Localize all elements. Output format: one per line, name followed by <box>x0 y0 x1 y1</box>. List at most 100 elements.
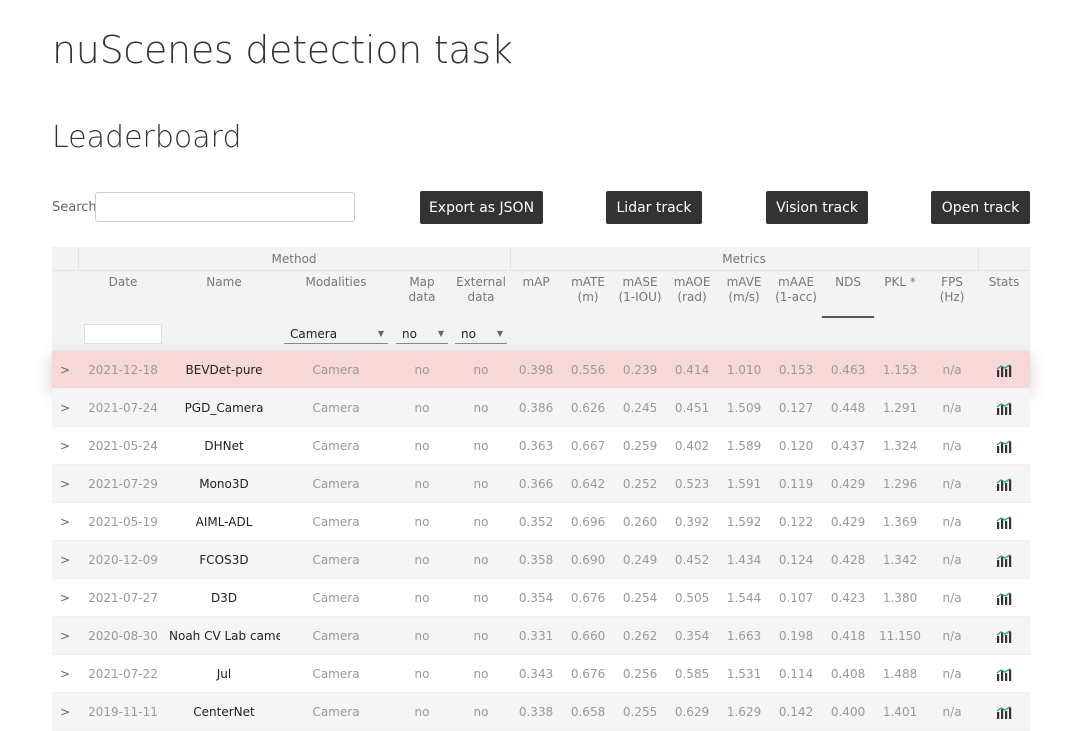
cell-map-data: no <box>392 692 452 731</box>
bar-chart-icon[interactable] <box>996 667 1012 681</box>
table-row[interactable]: >2021-12-18 BEVDet-pure Camera no no 0.398 0.5… <box>52 350 1031 389</box>
bar-chart-icon[interactable] <box>996 439 1012 453</box>
expand-cell[interactable]: > <box>52 692 78 731</box>
cell-map: 0.354 <box>510 578 563 617</box>
col-mave[interactable]: mAVE (m/s) <box>718 270 771 318</box>
col-mase-label-1: mASE <box>622 275 658 289</box>
table-row[interactable]: >2021-07-24 PGD_Camera Camera no no 0.386 0.62… <box>52 388 1031 427</box>
chevron-right-icon[interactable]: > <box>59 476 71 491</box>
chevron-right-icon[interactable]: > <box>59 514 71 529</box>
cell-mate: 0.556 <box>562 350 615 389</box>
filter-map-data-cell: no ▼ <box>392 318 452 351</box>
col-map-data[interactable]: Map data <box>392 270 452 318</box>
col-maoe[interactable]: mAOE (rad) <box>666 270 719 318</box>
chevron-right-icon[interactable]: > <box>59 666 71 681</box>
column-group-row: Method Metrics <box>52 247 1031 271</box>
table-row[interactable]: >2020-08-30 Noah CV Lab came Camera no no 0.3… <box>52 616 1031 655</box>
chevron-right-icon[interactable]: > <box>59 704 71 719</box>
col-maae[interactable]: mAAE (1-acc) <box>770 270 823 318</box>
bar-chart-icon[interactable] <box>996 591 1012 605</box>
expand-cell[interactable]: > <box>52 616 78 655</box>
cell-maae: 0.124 <box>770 540 823 579</box>
modalities-filter-select[interactable]: Camera ▼ <box>284 324 388 344</box>
bar-chart-icon[interactable] <box>996 401 1012 415</box>
col-stats: Stats <box>978 270 1031 318</box>
col-external-data[interactable]: External data <box>452 270 511 318</box>
col-date[interactable]: Date <box>78 270 168 318</box>
cell-mase: 0.239 <box>614 350 667 389</box>
bar-chart-icon[interactable] <box>996 705 1012 719</box>
bar-chart-icon[interactable] <box>996 477 1012 491</box>
bar-chart-icon[interactable] <box>996 553 1012 567</box>
col-mate[interactable]: mATE (m) <box>562 270 615 318</box>
chevron-right-icon[interactable]: > <box>59 628 71 643</box>
col-pkl[interactable]: PKL * <box>874 270 927 318</box>
stats-cell[interactable] <box>978 692 1031 731</box>
cell-map-data: no <box>392 616 452 655</box>
cell-modalities: Camera <box>280 692 392 731</box>
cell-mate: 0.667 <box>562 426 615 465</box>
stats-cell[interactable] <box>978 578 1031 617</box>
col-mase[interactable]: mASE (1-IOU) <box>614 270 667 318</box>
table-row[interactable]: >2020-12-09 FCOS3D Camera no no 0.358 0.690 0.2… <box>52 540 1031 579</box>
cell-fps: n/a <box>926 540 979 579</box>
table-row[interactable]: >2021-07-22 Jul Camera no no 0.343 0.676 0.256 0… <box>52 654 1031 693</box>
expand-cell[interactable]: > <box>52 388 78 427</box>
stats-cell[interactable] <box>978 540 1031 579</box>
stats-cell[interactable] <box>978 464 1031 503</box>
expand-cell[interactable]: > <box>52 578 78 617</box>
table-row[interactable]: >2021-07-29 Mono3D Camera no no 0.366 0.642 0.2… <box>52 464 1031 503</box>
cell-maoe: 0.392 <box>666 502 719 541</box>
bar-chart-icon[interactable] <box>996 363 1012 377</box>
table-row[interactable]: >2021-05-19 AIML-ADL Camera no no 0.352 0.696 0… <box>52 502 1031 541</box>
cell-map: 0.398 <box>510 350 563 389</box>
expand-cell[interactable]: > <box>52 464 78 503</box>
table-row[interactable]: >2021-07-27 D3D Camera no no 0.354 0.676 0.254 0… <box>52 578 1031 617</box>
bar-chart-icon[interactable] <box>996 629 1012 643</box>
chevron-right-icon[interactable]: > <box>59 400 71 415</box>
table-row[interactable]: >2021-05-24 DHNet Camera no no 0.363 0.667 0.25… <box>52 426 1031 465</box>
col-modalities[interactable]: Modalities <box>280 270 392 318</box>
date-filter-input[interactable] <box>84 324 162 344</box>
stats-cell[interactable] <box>978 654 1031 693</box>
chevron-right-icon[interactable]: > <box>59 590 71 605</box>
vision-track-button[interactable]: Vision track <box>766 191 868 224</box>
stats-cell[interactable] <box>978 616 1031 655</box>
cell-maoe: 0.523 <box>666 464 719 503</box>
col-map[interactable]: mAP <box>510 270 563 318</box>
stats-cell[interactable] <box>978 388 1031 427</box>
map-data-filter-value: no <box>402 327 417 341</box>
open-track-button[interactable]: Open track <box>931 191 1030 224</box>
chevron-right-icon[interactable]: > <box>59 362 71 377</box>
cell-maoe: 0.585 <box>666 654 719 693</box>
lidar-track-button[interactable]: Lidar track <box>606 191 702 224</box>
chevron-down-icon: ▼ <box>496 329 504 338</box>
cell-map: 0.386 <box>510 388 563 427</box>
expand-cell[interactable]: > <box>52 540 78 579</box>
table-row[interactable]: >2019-11-11 CenterNet Camera no no 0.338 0.658… <box>52 692 1031 731</box>
search-input[interactable] <box>95 192 355 222</box>
col-mave-label-1: mAVE <box>726 275 762 289</box>
stats-cell[interactable] <box>978 350 1031 389</box>
cell-mate: 0.690 <box>562 540 615 579</box>
export-json-button[interactable]: Export as JSON <box>420 191 543 224</box>
cell-name: FCOS3D <box>168 540 280 579</box>
stats-cell[interactable] <box>978 502 1031 541</box>
expand-cell[interactable]: > <box>52 426 78 465</box>
map-data-filter-select[interactable]: no ▼ <box>396 324 448 344</box>
expand-cell[interactable]: > <box>52 502 78 541</box>
col-external-data-label-1: External <box>456 275 506 289</box>
group-metrics: Metrics <box>510 247 979 271</box>
chevron-right-icon[interactable]: > <box>59 438 71 453</box>
bar-chart-icon[interactable] <box>996 515 1012 529</box>
stats-cell[interactable] <box>978 426 1031 465</box>
external-data-filter-select[interactable]: no ▼ <box>455 324 508 344</box>
cell-date: 2021-05-24 <box>78 426 168 465</box>
col-fps[interactable]: FPS (Hz) <box>926 270 979 318</box>
expand-cell[interactable]: > <box>52 350 78 389</box>
cell-modalities: Camera <box>280 502 392 541</box>
col-nds[interactable]: NDS <box>822 270 875 318</box>
expand-cell[interactable]: > <box>52 654 78 693</box>
chevron-right-icon[interactable]: > <box>59 552 71 567</box>
col-name[interactable]: Name <box>168 270 280 318</box>
